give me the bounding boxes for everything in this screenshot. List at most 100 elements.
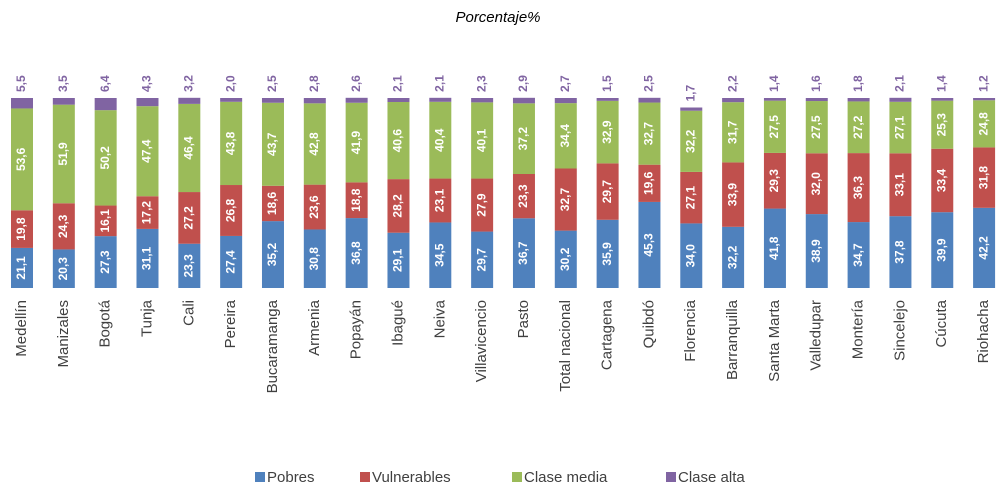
data-label: 46,4 xyxy=(181,136,195,160)
data-label: 43,7 xyxy=(265,132,279,156)
data-label: 42,2 xyxy=(976,236,990,260)
bar-segment xyxy=(973,100,996,148)
bar-segment xyxy=(596,100,619,164)
x-tick-label: Cartagena xyxy=(599,299,616,370)
bar-segment xyxy=(805,153,828,215)
data-label: 50,2 xyxy=(98,146,112,170)
data-label: 34,0 xyxy=(683,244,697,268)
x-tick-label: Ibagué xyxy=(389,300,406,346)
data-label: 37,8 xyxy=(893,240,907,264)
bar-segment xyxy=(261,102,284,186)
data-label: 24,3 xyxy=(56,214,70,238)
bar-segment xyxy=(722,226,745,288)
data-label: 32,9 xyxy=(600,120,614,144)
data-label: 2,9 xyxy=(516,75,530,92)
data-label: 39,9 xyxy=(934,238,948,262)
data-label: 32,7 xyxy=(558,188,572,212)
data-label: 33,1 xyxy=(893,173,907,197)
bar-segment xyxy=(345,182,368,219)
data-label: 40,6 xyxy=(391,129,405,153)
x-tick-label: Pasto xyxy=(515,300,532,338)
data-label: 25,3 xyxy=(934,113,948,137)
x-tick-label: Medellín xyxy=(13,300,30,357)
x-tick-label: Villavicencio xyxy=(473,300,490,382)
data-label: 45,3 xyxy=(642,233,656,257)
bar-segment xyxy=(805,214,828,288)
bar-segment xyxy=(11,108,33,211)
data-label: 27,9 xyxy=(474,193,488,217)
bar-segment xyxy=(387,179,410,233)
bar-segment xyxy=(303,103,326,185)
data-label: 1,4 xyxy=(934,75,948,92)
bar-segment xyxy=(680,110,703,172)
bar-segment xyxy=(805,101,828,154)
data-label: 37,2 xyxy=(516,127,530,151)
x-tick-label: Cali xyxy=(180,300,197,326)
data-label: 41,9 xyxy=(349,131,363,155)
data-label: 19,6 xyxy=(642,171,656,195)
bar-segment xyxy=(387,232,410,288)
bar-segment xyxy=(261,98,284,103)
data-label: 18,6 xyxy=(265,191,279,215)
data-label: 2,3 xyxy=(474,75,488,92)
legend-swatch xyxy=(360,472,370,482)
bar-segment xyxy=(136,228,159,288)
data-label: 38,9 xyxy=(809,239,823,263)
data-label: 19,8 xyxy=(14,217,28,241)
bar-segment xyxy=(889,216,912,288)
data-label: 30,2 xyxy=(558,247,572,271)
data-label: 3,2 xyxy=(181,75,195,92)
data-label: 1,4 xyxy=(767,75,781,92)
data-label: 21,1 xyxy=(14,256,28,280)
bar-segment xyxy=(220,185,243,236)
data-label: 23,3 xyxy=(181,254,195,278)
legend-label: Clase alta xyxy=(678,469,745,486)
bar-segment xyxy=(680,107,703,111)
bar-segment xyxy=(94,110,117,206)
bar-segment xyxy=(889,153,912,217)
bar-segment xyxy=(471,98,494,103)
bar-segment xyxy=(261,221,284,288)
legend-swatch xyxy=(666,472,676,482)
bar-segment xyxy=(554,230,577,288)
bar-segment xyxy=(429,178,452,223)
bar-segment xyxy=(471,102,494,179)
data-label: 28,2 xyxy=(391,194,405,218)
data-label: 40,4 xyxy=(432,128,446,152)
bar-segment xyxy=(596,163,619,220)
bar-segment xyxy=(52,249,75,288)
bar-segment xyxy=(931,212,954,288)
x-tick-label: Total nacional xyxy=(557,300,574,392)
data-label: 32,2 xyxy=(725,245,739,269)
data-label: 2,1 xyxy=(893,75,907,92)
bar-segment xyxy=(52,104,75,204)
bar-segment xyxy=(638,102,661,165)
bar-segment xyxy=(763,100,786,153)
x-tick-label: Santa Marta xyxy=(766,299,783,381)
data-label: 23,6 xyxy=(307,195,321,219)
bar-segment xyxy=(512,218,535,288)
data-label: 2,0 xyxy=(223,75,237,92)
data-label: 1,6 xyxy=(809,75,823,92)
legend-label: Vulnerables xyxy=(372,469,451,486)
bar-segment xyxy=(554,98,577,104)
data-label: 26,8 xyxy=(223,198,237,222)
bar-segment xyxy=(638,164,661,202)
bar-segment xyxy=(52,203,75,250)
bar-segment xyxy=(471,178,494,232)
bar-segment xyxy=(345,102,368,183)
bar-segment xyxy=(973,98,996,101)
bar-segment xyxy=(973,147,996,208)
data-label: 33,9 xyxy=(725,183,739,207)
bar-segment xyxy=(805,98,828,102)
data-label: 42,8 xyxy=(307,132,321,156)
data-label: 29,7 xyxy=(600,180,614,204)
data-label: 2,1 xyxy=(391,75,405,92)
data-label: 1,2 xyxy=(976,75,990,92)
data-label: 34,5 xyxy=(432,243,446,267)
bar-segment xyxy=(52,98,75,105)
bar-segment xyxy=(471,231,494,288)
data-label: 2,8 xyxy=(307,75,321,92)
x-tick-label: Cúcuta xyxy=(933,299,950,347)
